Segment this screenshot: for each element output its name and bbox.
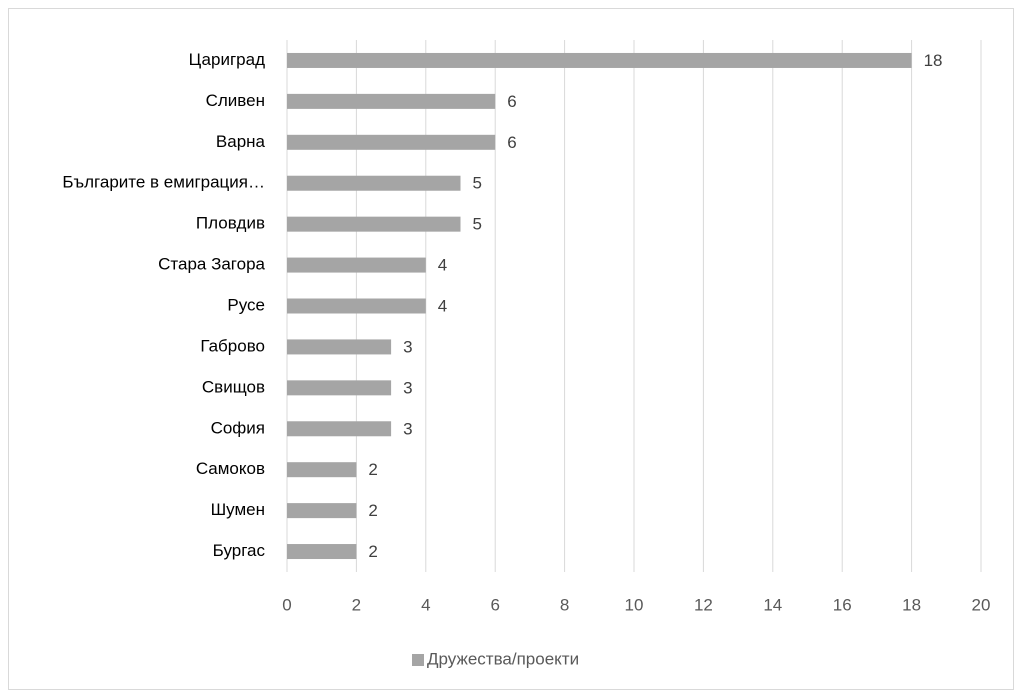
y-tick-label: Българите в емиграция…: [62, 173, 265, 192]
data-label: 2: [368, 460, 377, 479]
data-label: 6: [507, 133, 516, 152]
y-tick-label: Варна: [216, 132, 266, 151]
data-label: 4: [438, 296, 447, 315]
bar: [287, 462, 357, 478]
x-tick-label: 16: [833, 595, 852, 614]
y-tick-label: Стара Загора: [158, 255, 265, 274]
bar: [287, 175, 461, 191]
y-tick-label: Шумен: [211, 500, 265, 519]
legend-swatch: [412, 654, 424, 666]
y-tick-label: Русе: [227, 295, 265, 314]
bar: [287, 339, 392, 355]
bar: [287, 380, 392, 396]
legend-label: Дружества/проекти: [427, 649, 579, 668]
x-tick-label: 10: [625, 595, 644, 614]
x-tick-label: 6: [490, 595, 499, 614]
bar: [287, 134, 496, 150]
x-tick-label: 12: [694, 595, 713, 614]
data-label: 18: [924, 51, 943, 70]
data-label: 5: [473, 174, 482, 193]
bar: [287, 93, 496, 109]
bar: [287, 503, 357, 519]
data-label: 5: [473, 215, 482, 234]
data-label: 2: [368, 501, 377, 520]
chart-border: [8, 8, 1014, 690]
bar: [287, 257, 426, 273]
data-label: 3: [403, 337, 412, 356]
y-tick-label: Свищов: [202, 377, 265, 396]
x-tick-label: 20: [972, 595, 991, 614]
x-tick-label: 0: [282, 595, 291, 614]
x-tick-label: 14: [763, 595, 782, 614]
data-label: 3: [403, 378, 412, 397]
data-label: 4: [438, 256, 447, 275]
bar: [287, 298, 426, 314]
y-tick-label: Габрово: [200, 336, 265, 355]
x-tick-label: 4: [421, 595, 430, 614]
bar: [287, 216, 461, 232]
y-tick-label: София: [211, 418, 265, 437]
x-tick-label: 2: [352, 595, 361, 614]
bar: [287, 421, 392, 437]
x-tick-label: 8: [560, 595, 569, 614]
y-tick-label: Цариград: [189, 50, 265, 69]
bar: [287, 544, 357, 560]
data-label: 6: [507, 92, 516, 111]
data-label: 3: [403, 419, 412, 438]
y-tick-label: Самоков: [196, 459, 265, 478]
y-tick-label: Бургас: [213, 541, 266, 560]
x-tick-label: 18: [902, 595, 921, 614]
data-label: 2: [368, 542, 377, 561]
y-tick-label: Сливен: [206, 91, 265, 110]
y-tick-label: Пловдив: [196, 214, 265, 233]
bar: [287, 52, 912, 68]
